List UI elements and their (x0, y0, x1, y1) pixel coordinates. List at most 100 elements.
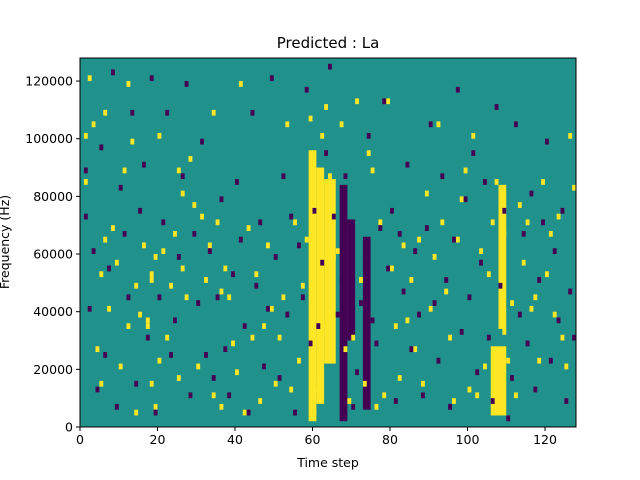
heatmap-cell-high (184, 294, 189, 301)
heatmap-cell-high (250, 334, 255, 341)
heatmap-cell-high (242, 409, 247, 416)
heatmap-cell-low (397, 230, 402, 237)
heatmap-cell-low (126, 294, 131, 301)
heatmap-cell-high (436, 121, 441, 128)
heatmap-cell-low (83, 167, 88, 174)
heatmap-cell-high (180, 190, 185, 197)
heatmap-cell-low (180, 173, 185, 180)
heatmap-cell-low (374, 340, 379, 347)
heatmap-cell-high (455, 236, 460, 243)
x-tick-label: 80 (382, 432, 398, 447)
heatmap-cell-low (467, 294, 472, 301)
heatmap-cell-high (269, 305, 274, 312)
heatmap-cell-low (297, 242, 301, 249)
y-tick-label: 40000 (33, 304, 73, 319)
heatmap-cell-high (517, 202, 522, 208)
heatmap-cell-high (316, 375, 321, 381)
heatmap-cell-low (506, 415, 511, 422)
heatmap-cell-high (138, 311, 143, 318)
heatmap-cell-low (552, 248, 557, 255)
heatmap-cell-high (215, 219, 220, 226)
heatmap-cell-high (211, 109, 216, 116)
x-tick-label: 40 (227, 432, 243, 447)
heatmap-cell-high (103, 236, 108, 243)
heatmap-cell-low (355, 369, 360, 376)
heatmap-cell-low (308, 340, 313, 347)
heatmap-cell-low (405, 161, 410, 168)
heatmap-cell-low (545, 138, 549, 145)
heatmap-cell-low (87, 305, 92, 312)
heatmap-cell-high (533, 294, 538, 301)
heatmap-cell-high (393, 323, 398, 329)
heatmap-cell-low (300, 294, 305, 301)
heatmap-cell-high (111, 225, 115, 231)
heatmap-cell-low (424, 225, 429, 231)
heatmap-cell-high (448, 334, 453, 341)
heatmap-cell-low (207, 248, 212, 255)
heatmap-cell-low (471, 150, 476, 157)
heatmap-cell-low (401, 288, 406, 295)
heatmap-cell-low (328, 63, 332, 70)
y-axis-label: Frequency (Hz) (0, 195, 12, 289)
heatmap-cell-high (262, 323, 267, 329)
heatmap-cell-high (258, 398, 263, 404)
heatmap-cell-high (149, 380, 154, 387)
heatmap-band-high (324, 179, 336, 364)
heatmap-cell-low (541, 219, 546, 226)
heatmap-cell-high (514, 392, 518, 399)
heatmap-cell-low (490, 398, 495, 404)
heatmap-cell-low (421, 392, 425, 399)
heatmap-cell-low (118, 184, 123, 191)
heatmap-cell-low (134, 380, 139, 387)
y-axis: 0 20000 40000 60000 80000 100000 120000 (25, 74, 80, 435)
heatmap-cell-high (502, 328, 507, 335)
x-tick-label: 120 (533, 432, 557, 447)
heatmap-cell-high (219, 403, 224, 410)
heatmap-cell-high (498, 403, 503, 410)
heatmap-cell-low (91, 248, 96, 255)
heatmap-cell-low (316, 323, 321, 329)
heatmap-cell-low (343, 173, 348, 180)
heatmap-cell-high (91, 121, 96, 128)
heatmap-cell-low (83, 213, 88, 220)
x-tick-label: 20 (150, 432, 166, 447)
heatmap-cell-low (417, 311, 422, 318)
heatmap-cell-low (413, 248, 418, 255)
heatmap-cell-low (347, 219, 352, 226)
heatmap-cell-high (99, 380, 104, 387)
heatmap-cell-low (188, 392, 193, 399)
heatmap-cells (83, 63, 577, 422)
heatmap-cell-low (564, 398, 569, 404)
heatmap-cell-low (246, 409, 251, 416)
heatmap-cell-high (289, 386, 294, 393)
heatmap-cell-low (428, 121, 433, 128)
heatmap-cell-low (215, 294, 220, 301)
heatmap-cell-high (405, 317, 410, 324)
heatmap-cell-low (235, 179, 239, 185)
heatmap-cell-high (564, 363, 569, 370)
heatmap-cell-high (444, 288, 449, 295)
heatmap-cell-high (494, 179, 499, 185)
heatmap-cell-high (153, 403, 158, 410)
heatmap-cell-low (514, 121, 518, 128)
heatmap-cell-low (351, 403, 356, 410)
heatmap-cell-high (157, 132, 162, 139)
heatmap-cell-low (266, 305, 270, 312)
heatmap-cell-high (87, 75, 92, 82)
heatmap-cell-high (134, 409, 139, 416)
heatmap-cell-low (111, 69, 115, 76)
heatmap-cell-low (223, 346, 228, 353)
heatmap-cell-low (560, 207, 565, 214)
heatmap-cell-high (339, 121, 344, 128)
heatmap-cell-high (382, 392, 387, 399)
heatmap-cell-high (126, 81, 131, 87)
x-tick-label: 0 (76, 432, 84, 447)
y-tick-label: 60000 (33, 247, 73, 262)
heatmap-cell-high (312, 409, 317, 416)
heatmap-cell-high (238, 81, 243, 87)
heatmap-cell-low (122, 230, 127, 237)
heatmap-cell-low (378, 225, 383, 231)
heatmap-cell-low (242, 323, 247, 329)
heatmap-cell-high (502, 230, 507, 237)
heatmap-cell-high (452, 398, 456, 404)
